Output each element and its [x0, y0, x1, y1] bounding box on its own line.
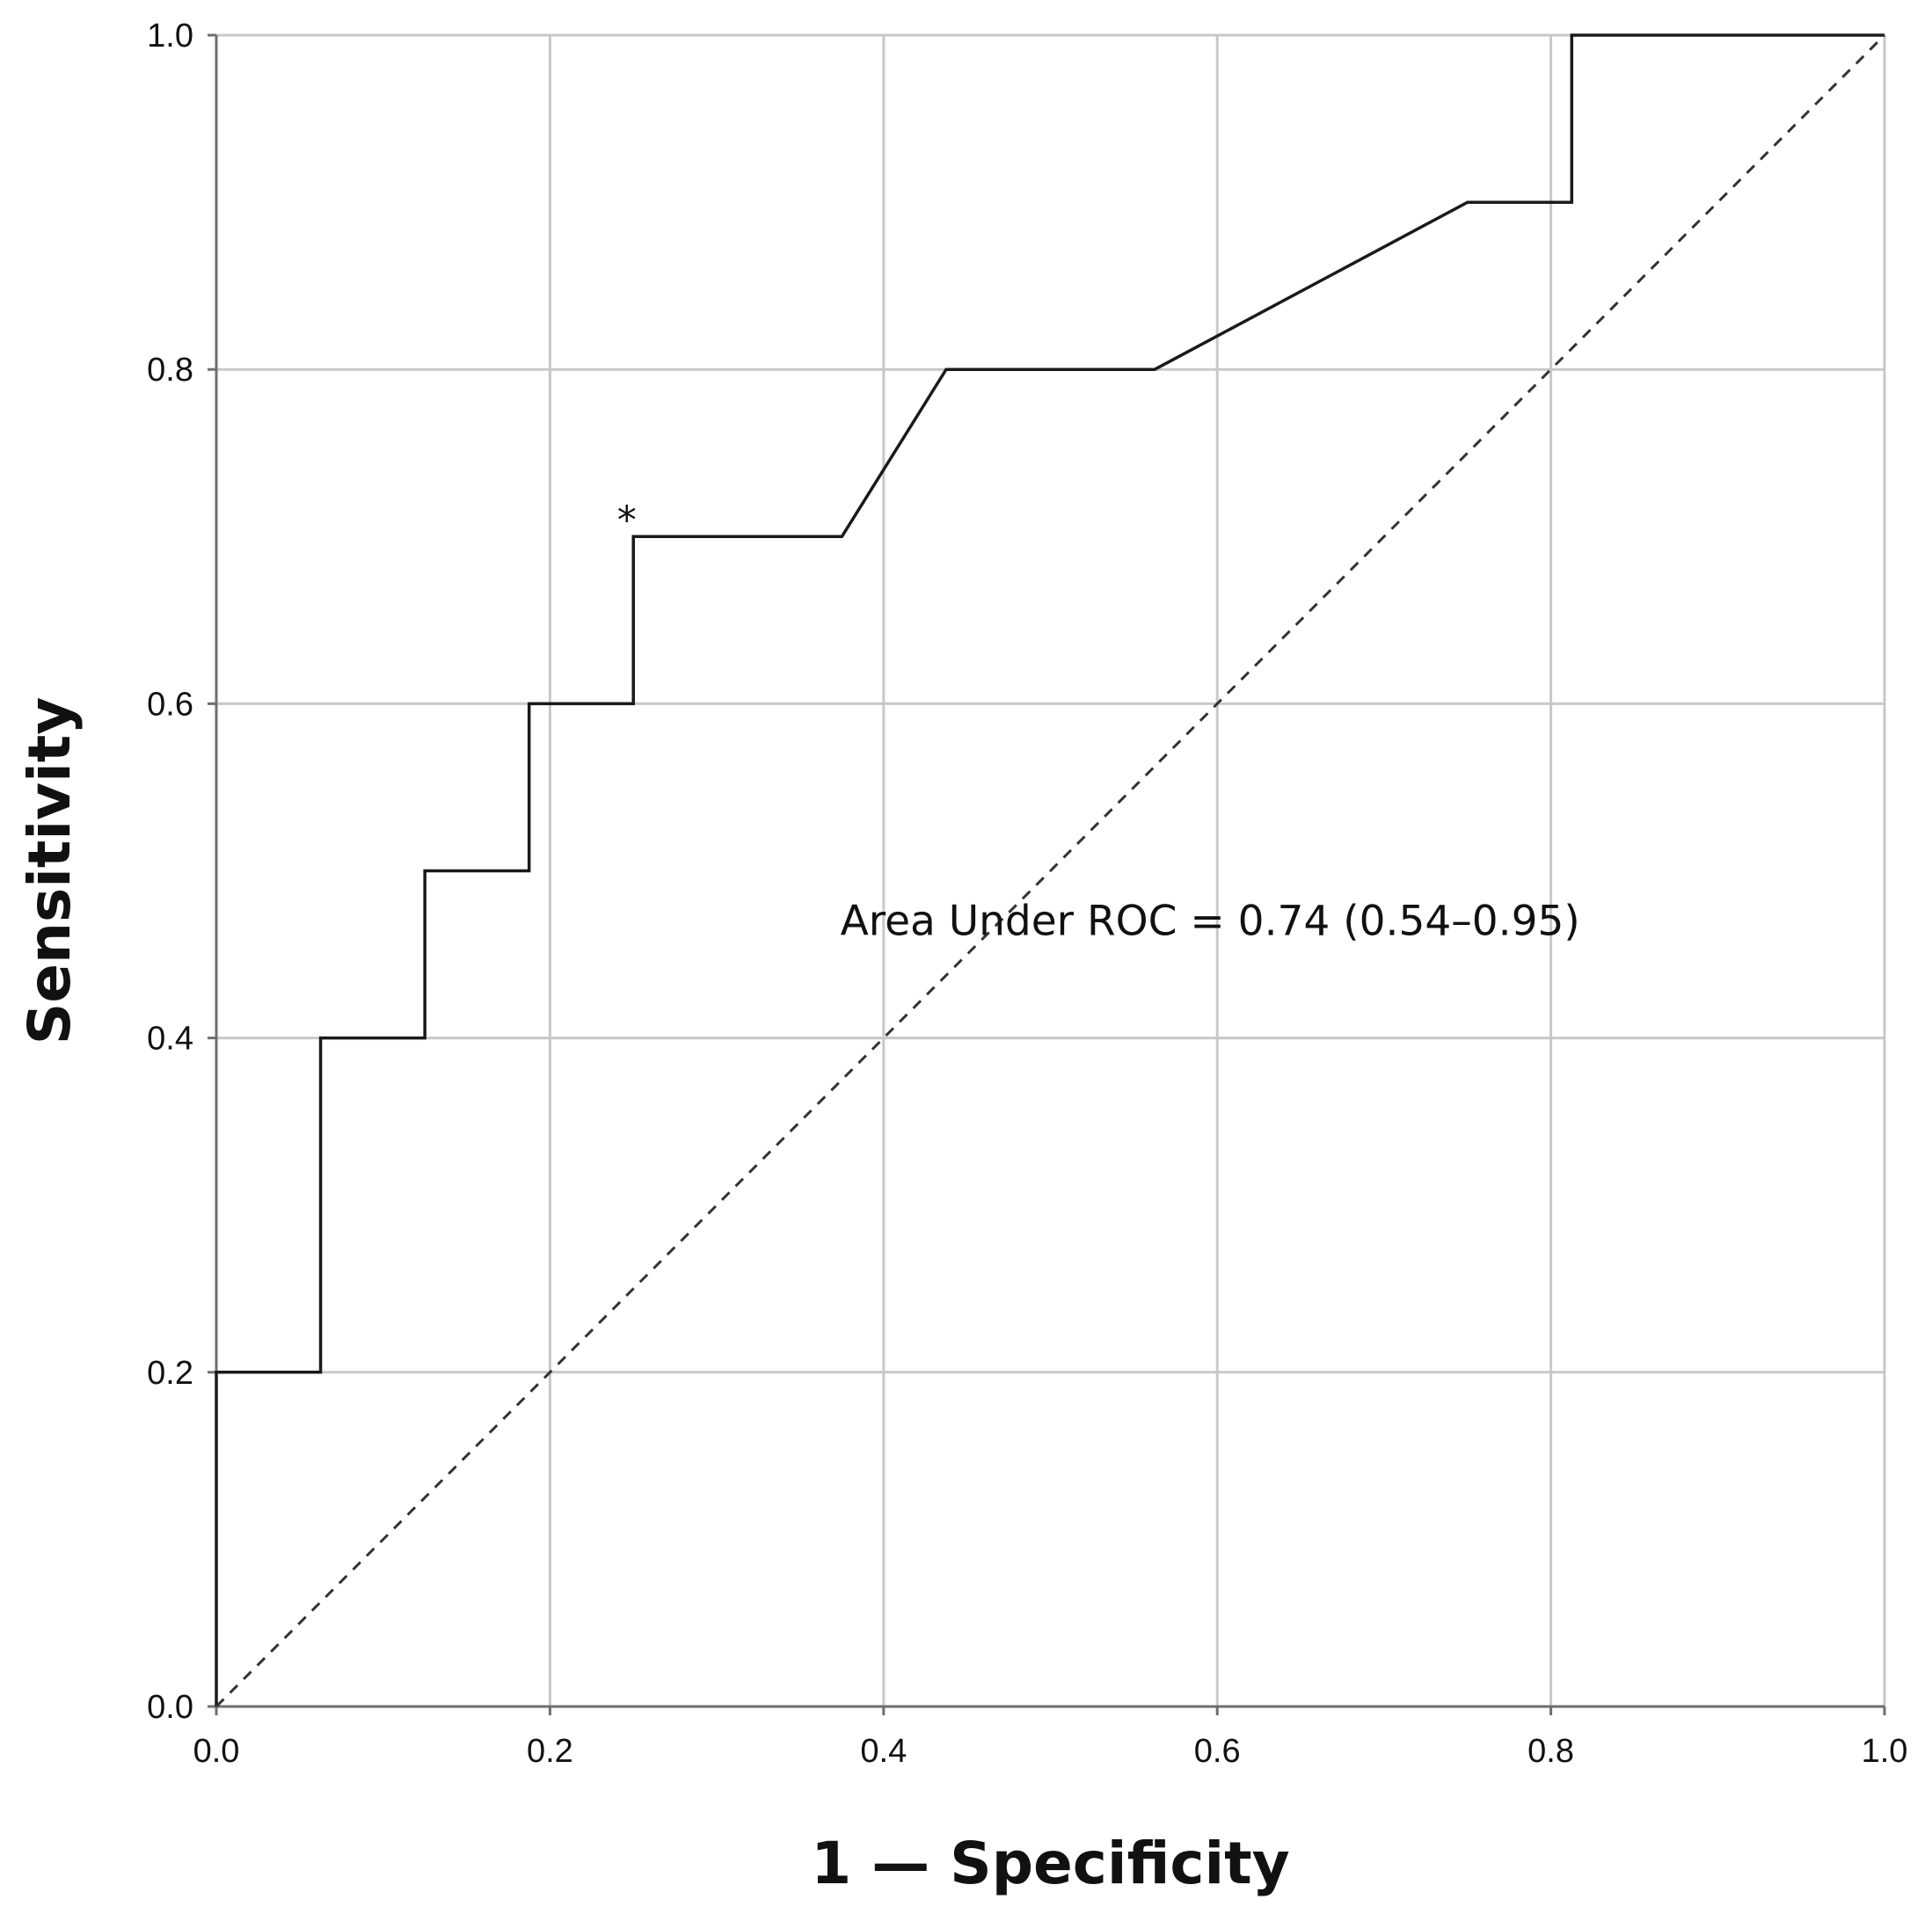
x-tick-label: 1.0 — [1862, 1733, 1908, 1770]
reference-line — [215, 33, 1886, 1708]
x-tick-label: 0.4 — [860, 1733, 907, 1770]
y-tick-label: 0.0 — [147, 1689, 193, 1726]
y-tick-label: 0.6 — [147, 686, 193, 723]
y-tick-label: 0.8 — [147, 352, 193, 389]
series — [215, 33, 1886, 1708]
axes — [208, 33, 1886, 1715]
auc-annotation: Area Under ROC = 0.74 (0.54–0.95) — [841, 898, 1580, 946]
tick-labels: 0.0 0.2 0.4 0.6 0.8 1.0 0.0 0.2 0.4 0.6 0.8 1.0 — [147, 18, 1907, 1770]
x-tick-label: 0.6 — [1194, 1733, 1241, 1770]
cutoff-marker: * — [617, 498, 637, 542]
x-tick-label: 0.0 — [193, 1733, 240, 1770]
x-axis-title: 1 — Specificity — [811, 1830, 1289, 1897]
annotations: Area Under ROC = 0.74 (0.54–0.95) * — [617, 498, 1580, 945]
roc-curve — [215, 33, 1885, 1707]
x-tick-label: 0.2 — [527, 1733, 573, 1770]
y-axis-title: Sensitivity — [16, 697, 84, 1045]
y-tick-label: 0.2 — [147, 1355, 193, 1392]
y-tick-label: 1.0 — [147, 18, 193, 55]
y-tick-label: 0.4 — [147, 1021, 193, 1058]
x-tick-label: 0.8 — [1527, 1733, 1574, 1770]
